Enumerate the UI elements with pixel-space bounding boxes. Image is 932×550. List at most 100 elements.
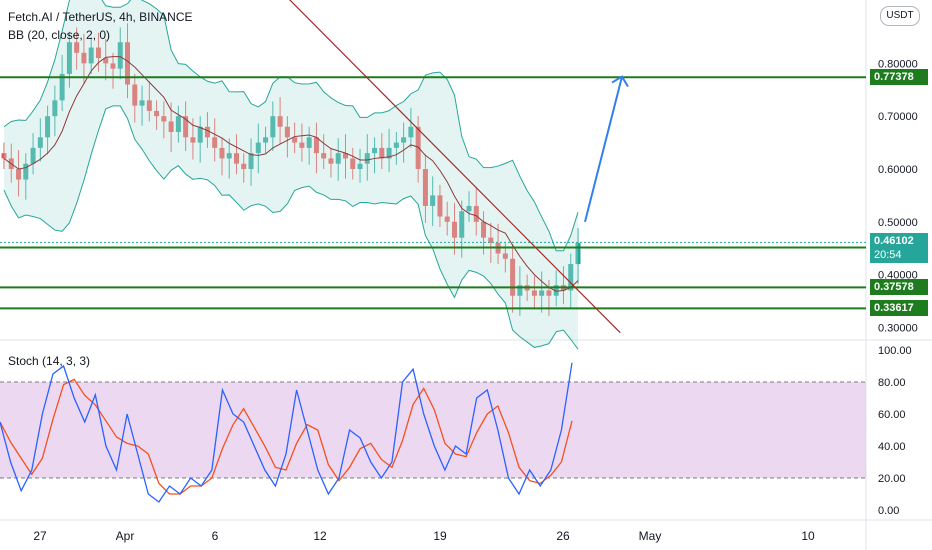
time-axis: 27 Apr 6 12 19 26 May 10 (33, 529, 815, 543)
candle-body (284, 126, 290, 138)
candle-body (110, 63, 116, 69)
candle-body (81, 52, 87, 64)
candle-body (575, 242, 581, 265)
candle-body (154, 110, 160, 117)
time-tick-label: May (639, 529, 662, 543)
candle-body (45, 116, 51, 138)
candle-body (531, 290, 537, 296)
candle-body (313, 137, 319, 154)
candle-body (437, 195, 443, 217)
candle-body (379, 147, 385, 159)
price-pane (0, 0, 866, 350)
candle-body (401, 137, 407, 143)
candle-body (292, 137, 298, 143)
price-tick-label: 0.80000 (878, 58, 918, 70)
candle-body (103, 58, 109, 64)
time-tick-label: 12 (313, 529, 327, 543)
candle-body (481, 221, 487, 238)
candle-body (466, 205, 472, 212)
time-tick-label: 26 (556, 529, 570, 543)
candle-body (473, 205, 479, 222)
level-price-tag: 0.77378 (870, 69, 928, 86)
candle-body (226, 153, 232, 159)
level-price-tag: 0.33617 (870, 300, 928, 317)
candle-body (277, 116, 283, 127)
candle-body (74, 42, 80, 53)
stoch-tick-label: 60.00 (878, 409, 906, 421)
candle-body (117, 42, 123, 69)
candle-body (248, 153, 254, 169)
level-price-tag: 0.37578 (870, 279, 928, 296)
stoch-tick-label: 20.00 (878, 473, 906, 485)
candle-body (146, 100, 152, 111)
price-tick-label: 0.60000 (878, 164, 918, 176)
candle-body (66, 42, 72, 74)
candle-body (517, 285, 523, 296)
stoch-tick-label: 0.00 (878, 505, 899, 517)
candle-body (190, 137, 196, 143)
candle-body (444, 216, 450, 222)
candle-body (342, 153, 348, 159)
stoch-band (0, 382, 866, 478)
price-tick-label: 0.50000 (878, 217, 918, 229)
bar-countdown: 20:54 (874, 249, 902, 262)
stoch-legend[interactable]: Stoch (14, 3, 3) (8, 354, 91, 368)
candle-body (539, 290, 545, 296)
price-tick-label: 0.40000 (878, 270, 918, 282)
price-tick-label: 0.30000 (878, 322, 918, 334)
candle-body (386, 147, 392, 159)
currency-button[interactable]: USDT (880, 6, 920, 26)
candle-body (132, 84, 138, 106)
candle-body (168, 121, 174, 133)
candle-body (553, 285, 559, 296)
stoch-d-line (0, 378, 573, 495)
projection-arrow-head (611, 75, 629, 88)
candle-body (328, 158, 334, 164)
projection-arrow (584, 76, 623, 223)
stoch-tick-label: 80.00 (878, 377, 906, 389)
candle-body (52, 100, 58, 117)
candle-body (372, 147, 378, 154)
candle-body (263, 137, 269, 143)
symbol-legend[interactable]: Fetch.AI / TetherUS, 4h, BINANCE (8, 10, 193, 24)
stoch-k-line (0, 362, 573, 503)
candle-body (546, 290, 552, 296)
candle-body (422, 169, 428, 206)
bb-legend[interactable]: BB (20, close, 2, 0) (8, 28, 111, 42)
stoch-axis: 0.00 20.00 40.00 60.00 80.00 100.00 (878, 345, 912, 517)
candle-body (95, 47, 101, 59)
candle-body (59, 73, 65, 101)
candle-body (234, 153, 240, 164)
candle-body (459, 211, 465, 238)
candle-body (16, 169, 22, 180)
candle-body (204, 126, 210, 138)
candle-body (408, 126, 414, 138)
stoch-tick-label: 40.00 (878, 441, 906, 453)
candle-body (175, 116, 181, 133)
candle-body (219, 147, 225, 159)
stoch-pane (0, 362, 866, 503)
candle-body (1, 153, 7, 159)
candle-body (306, 137, 312, 148)
candle-body (197, 126, 203, 143)
candle-body (88, 47, 94, 64)
bb-upper (3, 0, 579, 252)
candle-body (125, 42, 131, 85)
candle-body (161, 116, 167, 122)
candle-body (183, 116, 189, 138)
time-tick-label: 6 (212, 529, 219, 543)
candle-body (510, 258, 516, 296)
bb-lower (3, 105, 579, 350)
current-price-tag: 0.46102 20:54 (870, 233, 928, 264)
candle-body (350, 158, 356, 169)
candle-body (364, 153, 370, 164)
candle-body (502, 253, 508, 259)
candle-body (430, 195, 436, 206)
candle-body (212, 137, 218, 148)
candle-body (393, 142, 399, 148)
candle-body (299, 142, 305, 148)
candle-body (568, 264, 574, 291)
price-axis: 0.30000 0.40000 0.50000 0.60000 0.70000 0.800… (878, 58, 918, 334)
candle-body (451, 221, 457, 238)
